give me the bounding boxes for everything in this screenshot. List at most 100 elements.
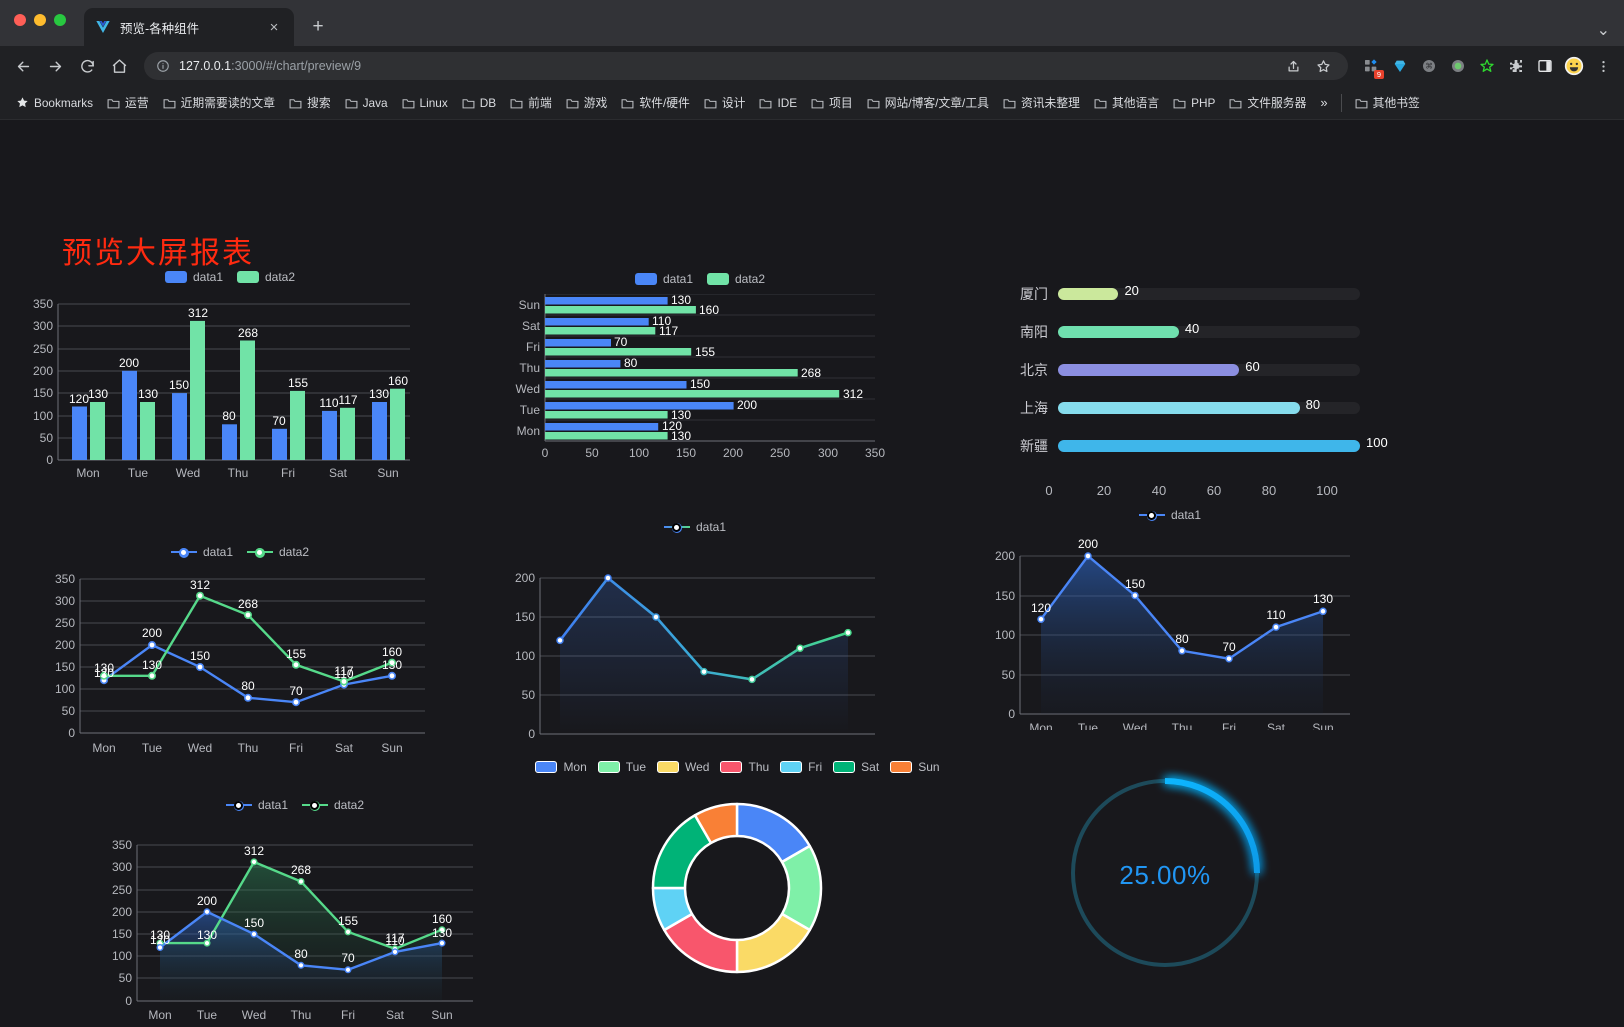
legend-item[interactable]: Tue bbox=[597, 760, 646, 774]
bookmark-folder[interactable]: Linux bbox=[396, 93, 454, 113]
xtick: Wed bbox=[188, 741, 212, 755]
svg-text:130: 130 bbox=[382, 658, 402, 672]
legend-item[interactable]: data1 bbox=[225, 798, 288, 812]
legend-item[interactable]: Wed bbox=[657, 760, 709, 774]
xtick: Wed bbox=[1123, 721, 1147, 730]
progress-track[interactable]: 20 bbox=[1058, 283, 1360, 300]
svg-text:117: 117 bbox=[659, 324, 678, 338]
legend-label: data1 bbox=[1170, 508, 1202, 522]
legend-item[interactable]: data1 bbox=[1138, 508, 1202, 522]
bookmark-folder[interactable]: 项目 bbox=[805, 91, 859, 114]
bookmark-folder[interactable]: 软件/硬件 bbox=[615, 91, 695, 114]
puzzle-icon[interactable] bbox=[1503, 53, 1529, 79]
progress-track[interactable]: 100 bbox=[1058, 435, 1388, 452]
extensions-grid-icon[interactable]: 9 bbox=[1358, 53, 1384, 79]
bookmark-folder[interactable]: 文件服务器 bbox=[1223, 91, 1312, 114]
bookmark-folder[interactable]: 前端 bbox=[504, 91, 558, 114]
svg-text:130: 130 bbox=[88, 387, 108, 401]
url-path: :3000/#/chart/preview/9 bbox=[231, 59, 362, 73]
svg-text:80: 80 bbox=[1175, 632, 1189, 646]
svg-text:150: 150 bbox=[169, 378, 189, 392]
green-dot-icon[interactable] bbox=[1445, 53, 1471, 79]
share-icon[interactable] bbox=[1280, 53, 1306, 79]
bookmark-folder[interactable]: 设计 bbox=[698, 91, 752, 114]
info-circle-icon[interactable] bbox=[156, 59, 170, 73]
bookmark-label: 运营 bbox=[125, 96, 149, 110]
bookmark-folder[interactable]: 其他语言 bbox=[1088, 91, 1165, 114]
home-button[interactable] bbox=[104, 51, 134, 81]
bookmark-folder[interactable]: Java bbox=[339, 93, 394, 113]
legend-item[interactable]: Sun bbox=[890, 760, 940, 774]
legend-item[interactable]: Mon bbox=[535, 760, 587, 774]
minimize-window-button[interactable] bbox=[34, 14, 46, 26]
bookmark-folder[interactable]: PHP bbox=[1167, 93, 1221, 113]
legend-item[interactable]: data2 bbox=[237, 270, 295, 284]
bookmark-folder[interactable]: DB bbox=[456, 93, 502, 113]
svg-text:0: 0 bbox=[68, 726, 75, 740]
svg-text:80: 80 bbox=[294, 947, 308, 961]
progress-value: 20 bbox=[1124, 283, 1139, 298]
svg-text:150: 150 bbox=[690, 377, 710, 391]
legend-item[interactable]: data1 bbox=[170, 545, 233, 559]
sidepanel-icon[interactable] bbox=[1532, 53, 1558, 79]
legend-item[interactable]: data1 bbox=[164, 270, 223, 284]
bookmark-folder[interactable]: 运营 bbox=[101, 91, 155, 114]
xtick: Mon bbox=[92, 741, 115, 755]
bookmark-folder[interactable]: 资讯未整理 bbox=[997, 91, 1086, 114]
bookmark-folder[interactable]: 搜索 bbox=[283, 91, 337, 114]
bookmark-star-icon[interactable] bbox=[1310, 53, 1336, 79]
close-icon[interactable]: × bbox=[269, 18, 279, 36]
dashboard-page: 预览大屏报表 data1 data2 bbox=[0, 120, 1624, 1027]
bookmark-folder[interactable]: IDE bbox=[753, 93, 803, 113]
legend: data1 bbox=[975, 508, 1365, 522]
legend-swatch-thu bbox=[720, 761, 743, 773]
maximize-window-button[interactable] bbox=[54, 14, 66, 26]
xtick: Wed bbox=[242, 1008, 266, 1020]
svg-text:300: 300 bbox=[33, 319, 53, 333]
ytick: Sun bbox=[519, 298, 540, 312]
svg-text:110: 110 bbox=[652, 314, 671, 328]
profile-avatar-icon[interactable] bbox=[1561, 53, 1587, 79]
window-traffic-lights[interactable] bbox=[14, 14, 66, 26]
progress-track[interactable]: 80 bbox=[1058, 397, 1360, 414]
legend-item[interactable]: Fri bbox=[780, 760, 822, 774]
folder-icon bbox=[566, 98, 579, 108]
svg-text:70: 70 bbox=[341, 951, 355, 965]
progress-track[interactable]: 40 bbox=[1058, 321, 1360, 338]
command-circle-icon[interactable]: ⌘ bbox=[1416, 53, 1442, 79]
green-star-icon[interactable] bbox=[1474, 53, 1500, 79]
legend-item[interactable]: data1 bbox=[663, 520, 726, 534]
legend-swatch-tue bbox=[597, 761, 620, 773]
kebab-menu-icon[interactable] bbox=[1590, 53, 1616, 79]
address-bar[interactable]: 127.0.0.1:3000/#/chart/preview/9 bbox=[144, 52, 1348, 80]
area2-chart-svg: 350 300 250 200 150 100 50 0 bbox=[112, 838, 473, 1022]
back-button[interactable] bbox=[8, 51, 38, 81]
legend-item[interactable]: data2 bbox=[247, 545, 309, 559]
xtick: 40 bbox=[1152, 483, 1166, 498]
new-tab-button[interactable]: + bbox=[312, 16, 324, 37]
legend-item[interactable]: Thu bbox=[720, 760, 769, 774]
bookmarks-manager-entry[interactable]: Bookmarks bbox=[10, 93, 99, 113]
other-bookmarks-folder[interactable]: 其他书签 bbox=[1349, 91, 1426, 114]
forward-button[interactable] bbox=[40, 51, 70, 81]
bookmark-label: 近期需要读的文章 bbox=[180, 96, 276, 110]
ytick: Mon bbox=[517, 424, 540, 438]
browser-tab[interactable]: 预览-各种组件 × bbox=[84, 8, 294, 46]
bookmark-folder[interactable]: 游戏 bbox=[560, 91, 614, 114]
legend-item[interactable]: data2 bbox=[302, 798, 364, 812]
window-collapse-icon[interactable]: ⌄ bbox=[1596, 22, 1610, 39]
bookmark-folder[interactable]: 网站/博客/文章/工具 bbox=[861, 91, 995, 114]
reload-button[interactable] bbox=[72, 51, 102, 81]
legend-item[interactable]: data2 bbox=[707, 272, 765, 286]
bookmark-folder[interactable]: 近期需要读的文章 bbox=[157, 91, 281, 114]
legend-item[interactable]: Sat bbox=[833, 760, 879, 774]
diamond-icon[interactable] bbox=[1387, 53, 1413, 79]
star-icon bbox=[17, 97, 28, 108]
svg-text:100: 100 bbox=[995, 628, 1015, 642]
svg-text:80: 80 bbox=[222, 409, 236, 423]
bookmarks-overflow-button[interactable]: » bbox=[1320, 95, 1328, 110]
progress-track[interactable]: 60 bbox=[1058, 359, 1360, 376]
legend-item[interactable]: data1 bbox=[634, 272, 693, 286]
close-window-button[interactable] bbox=[14, 14, 26, 26]
svg-text:350: 350 bbox=[865, 446, 885, 460]
